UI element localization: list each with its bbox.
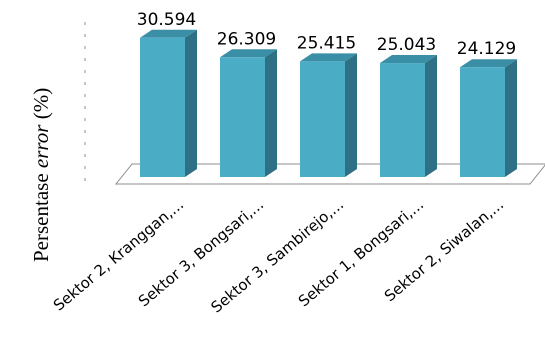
bar-3 bbox=[300, 53, 357, 177]
bar-front-face bbox=[220, 57, 265, 177]
bar-5 bbox=[460, 59, 517, 177]
bar-side-face bbox=[425, 55, 437, 177]
data-label-1: 30.594 bbox=[137, 10, 196, 30]
bar-top-face bbox=[460, 59, 517, 68]
bars-group bbox=[140, 29, 517, 177]
data-label-2: 26.309 bbox=[217, 29, 276, 49]
x-tick-label-3: Sektor 3, Sambirejo,... bbox=[208, 195, 348, 316]
x-tick-label-1: Sektor 2, Kranggan,... bbox=[50, 195, 187, 314]
x-ticks-group: Sektor 2, Kranggan,...Sektor 3, Bongsari… bbox=[50, 195, 507, 316]
bar-front-face bbox=[300, 61, 345, 177]
bar-4 bbox=[380, 55, 437, 177]
bar-1 bbox=[140, 29, 197, 177]
data-labels-group: 30.594 26.309 25.415 25.043 24.129 bbox=[137, 10, 516, 59]
bar-front-face bbox=[380, 63, 425, 177]
bar-side-face bbox=[265, 49, 277, 177]
bar-top-face bbox=[220, 49, 277, 58]
data-label-4: 25.043 bbox=[377, 35, 436, 55]
bar-front-face bbox=[140, 37, 185, 177]
y-axis-label-prefix: Persentase bbox=[29, 168, 53, 262]
y-axis-label-suffix: (%) bbox=[29, 88, 53, 125]
bar-2 bbox=[220, 49, 277, 177]
bar-top-face bbox=[380, 55, 437, 64]
bar-top-face bbox=[300, 53, 357, 62]
bar-top-face bbox=[140, 29, 197, 38]
bar-front-face bbox=[460, 67, 505, 177]
bar-side-face bbox=[185, 29, 197, 177]
y-axis-label: Persentase error (%) bbox=[29, 88, 53, 262]
y-axis-label-italic: error bbox=[29, 124, 53, 168]
data-label-3: 25.415 bbox=[297, 33, 356, 53]
bar-side-face bbox=[345, 53, 357, 177]
data-label-5: 24.129 bbox=[457, 39, 516, 59]
bar-side-face bbox=[505, 59, 517, 177]
